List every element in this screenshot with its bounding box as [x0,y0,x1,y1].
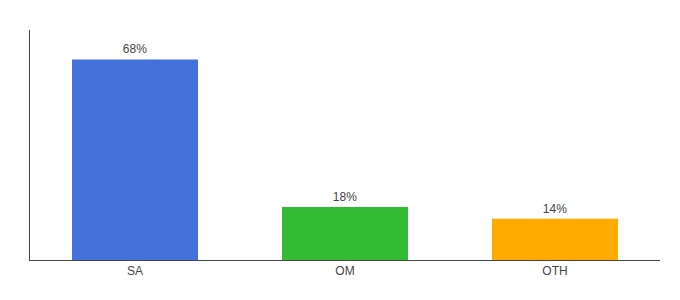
svg-text:OTH: OTH [542,264,567,278]
svg-text:OM: OM [335,264,354,278]
svg-text:68%: 68% [123,42,147,56]
svg-text:14%: 14% [543,202,567,216]
svg-text:18%: 18% [333,190,357,204]
svg-text:SA: SA [127,264,143,278]
